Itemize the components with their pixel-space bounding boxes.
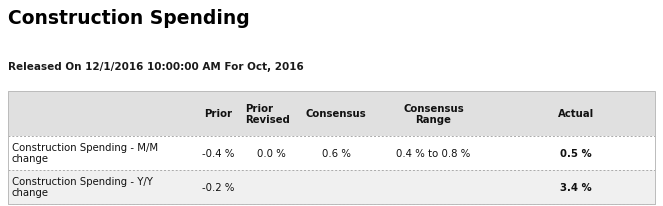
Text: Consensus: Consensus <box>306 109 367 119</box>
Text: -0.2 %: -0.2 % <box>202 182 235 192</box>
Text: Consensus
Range: Consensus Range <box>403 103 464 124</box>
Bar <box>8 92 655 204</box>
Text: Actual: Actual <box>558 109 594 119</box>
Text: Construction Spending - Y/Y
change: Construction Spending - Y/Y change <box>12 176 152 198</box>
Bar <box>8 92 655 204</box>
Text: Prior: Prior <box>204 109 232 119</box>
Text: Released On 12/1/2016 10:00:00 AM For Oct, 2016: Released On 12/1/2016 10:00:00 AM For Oc… <box>8 62 304 72</box>
Text: Construction Spending: Construction Spending <box>8 9 250 28</box>
Bar <box>8 136 655 170</box>
Text: 0.4 % to 0.8 %: 0.4 % to 0.8 % <box>396 148 471 158</box>
Text: 3.4 %: 3.4 % <box>560 182 591 192</box>
Text: Prior
Revised: Prior Revised <box>245 103 290 124</box>
Text: 0.0 %: 0.0 % <box>257 148 286 158</box>
Text: -0.4 %: -0.4 % <box>202 148 235 158</box>
Bar <box>8 170 655 204</box>
Bar <box>8 92 655 136</box>
Text: 0.6 %: 0.6 % <box>322 148 351 158</box>
Text: 0.5 %: 0.5 % <box>560 148 591 158</box>
Text: Construction Spending - M/M
change: Construction Spending - M/M change <box>12 142 158 164</box>
